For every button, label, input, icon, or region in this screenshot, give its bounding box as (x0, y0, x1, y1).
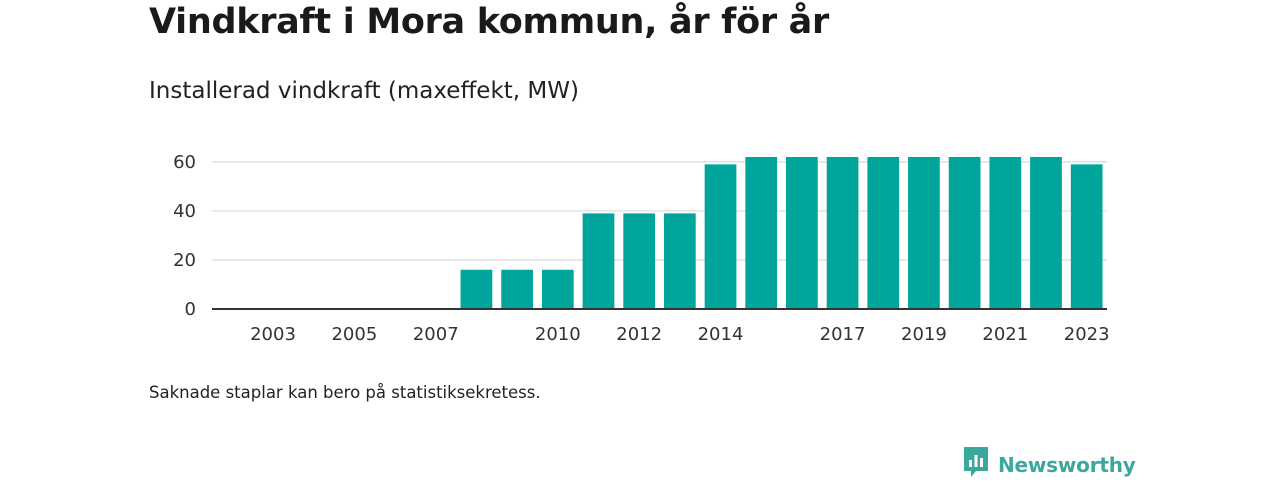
x-tick-label: 2014 (698, 324, 744, 345)
bar (663, 213, 696, 309)
bar (908, 157, 940, 309)
chart-title: Vindkraft i Mora kommun, år för år (149, 2, 829, 42)
bar (704, 164, 737, 309)
y-tick-label: 0 (185, 299, 196, 320)
y-tick-label: 20 (173, 250, 196, 271)
bar (541, 269, 574, 309)
x-tick-label: 2019 (901, 324, 947, 345)
x-tick-label: 2007 (413, 324, 459, 345)
x-tick-label: 2005 (331, 324, 377, 345)
x-tick-label: 2017 (820, 324, 866, 345)
bar (1030, 157, 1062, 309)
x-tick-label: 2021 (982, 324, 1028, 345)
bar-chart: 0 20 40 60 2003 2005 2007 2010 2012 2014 2017 2019 2… (173, 152, 1110, 345)
bar (826, 157, 859, 309)
newsworthy-logo-icon (962, 445, 990, 484)
x-tick-label: 2010 (535, 324, 581, 345)
x-tick-label: 2012 (616, 324, 662, 345)
bar (1070, 164, 1103, 309)
bar (582, 213, 615, 309)
brand-name: Newsworthy (998, 452, 1136, 477)
bar (460, 269, 493, 309)
newsworthy-brand[interactable]: Newsworthy (962, 445, 1136, 484)
bar (786, 157, 818, 309)
y-tick-label: 40 (173, 201, 196, 222)
bar (623, 213, 656, 309)
x-tick-label: 2023 (1064, 324, 1110, 345)
bar (989, 157, 1022, 309)
bar (948, 157, 981, 309)
footnote: Saknade staplar kan bero på statistiksek… (149, 383, 541, 402)
y-tick-label: 60 (173, 152, 196, 173)
bar (867, 157, 900, 309)
chart-subtitle: Installerad vindkraft (maxeffekt, MW) (149, 78, 579, 104)
bar (501, 269, 533, 309)
x-tick-label: 2003 (250, 324, 296, 345)
bar (745, 157, 778, 309)
